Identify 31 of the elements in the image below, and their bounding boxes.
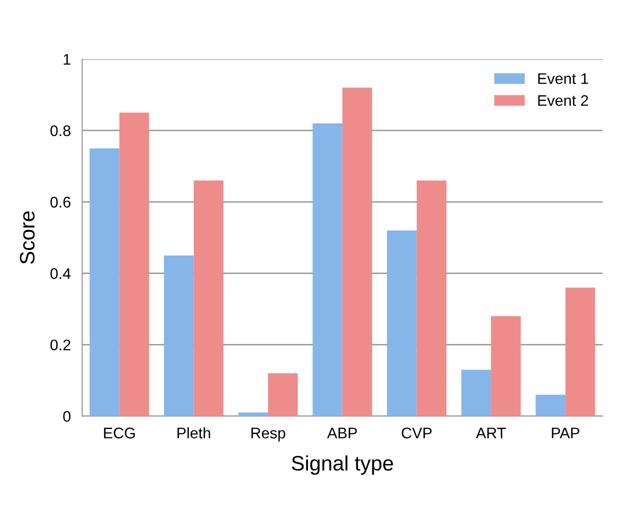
bar bbox=[268, 373, 298, 416]
x-axis-title: Signal type bbox=[292, 455, 393, 475]
x-tick-label: PAP bbox=[552, 428, 580, 438]
bar bbox=[312, 123, 342, 416]
bar bbox=[416, 180, 446, 416]
bar bbox=[90, 148, 120, 416]
y-tick-label: 1 bbox=[64, 54, 70, 65]
legend-label: Event 1 bbox=[538, 73, 588, 84]
y-tick-label: 0 bbox=[63, 410, 70, 422]
bar bbox=[119, 112, 150, 416]
bar bbox=[238, 412, 268, 416]
x-tick-label: ECG bbox=[104, 428, 135, 438]
y-tick-label: 0.2 bbox=[50, 340, 70, 350]
y-tick-label: 0.6 bbox=[50, 196, 70, 208]
x-tick-label: CVP bbox=[402, 428, 432, 438]
y-tick-label: 0.4 bbox=[50, 268, 71, 279]
bar bbox=[164, 255, 194, 416]
bar bbox=[565, 288, 596, 416]
bar bbox=[194, 180, 224, 416]
bar bbox=[342, 88, 372, 416]
y-tick-label: 0.8 bbox=[50, 125, 70, 136]
y-axis-title: Score bbox=[20, 211, 35, 264]
x-tick-label: Pleth bbox=[178, 427, 210, 438]
bar bbox=[536, 394, 566, 416]
x-tick-label: Resp bbox=[251, 428, 286, 442]
x-tick-label: ART bbox=[476, 428, 506, 438]
x-tick-label: ABP bbox=[327, 428, 357, 438]
bar bbox=[386, 230, 417, 416]
bar bbox=[491, 316, 521, 416]
bar bbox=[461, 370, 492, 416]
legend-label: Event 2 bbox=[538, 95, 588, 106]
